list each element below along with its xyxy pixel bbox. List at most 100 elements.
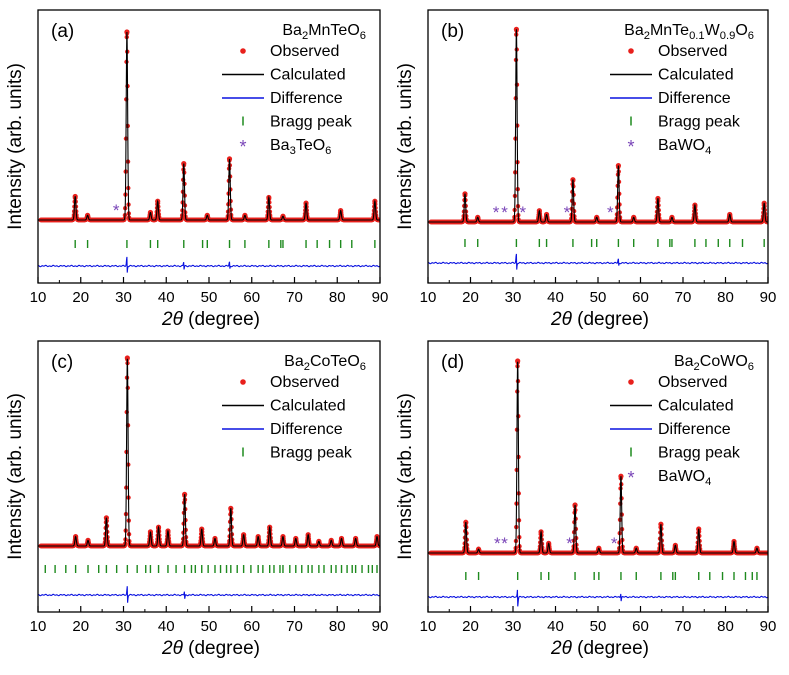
legend-item-difference: Difference [222, 421, 343, 438]
x-tick-label: 60 [243, 618, 260, 635]
legend: Observed Calculated Difference Bragg peak [222, 374, 353, 462]
calculated-series [38, 358, 380, 547]
legend-label: BaWO4 [658, 137, 711, 157]
x-axis: 10 20 30 40 50 60 70 80 90 [30, 606, 389, 635]
plot-area: * * * * * [428, 26, 768, 270]
x-tick-label: 90 [372, 289, 389, 306]
legend-item-observed: Observed [240, 374, 339, 391]
x-tick-label: 60 [632, 289, 649, 306]
x-tick-label: 80 [717, 289, 734, 306]
legend-label: Ba3TeO6 [270, 137, 331, 157]
x-axis-label: 2θ (degree) [161, 309, 260, 330]
plot-area: * [38, 29, 380, 273]
legend-item-bragg: Bragg peak [630, 114, 741, 131]
x-tick-label: 50 [201, 289, 218, 306]
legend-label: Calculated [270, 398, 346, 415]
legend-label: Bragg peak [270, 445, 353, 462]
legend-item-bragg: Bragg peak [242, 445, 353, 462]
x-tick-label: 60 [243, 289, 260, 306]
legend-item-calculated: Calculated [222, 67, 346, 84]
panel-label: (b) [441, 21, 464, 42]
legend: Observed Calculated Difference Bragg peak * B… [222, 43, 353, 157]
bragg-series [74, 240, 376, 248]
x-tick-label: 10 [30, 618, 47, 635]
impurity-marker: * [501, 203, 508, 222]
x-tick-label: 30 [115, 618, 132, 635]
x-tick-label: 30 [505, 289, 522, 306]
y-axis-label: Intensity (arb. units) [5, 393, 26, 560]
y-axis-label: Intensity (arb. units) [395, 63, 416, 230]
x-tick-label: 40 [158, 289, 175, 306]
legend-item-calculated: Calculated [222, 398, 346, 415]
legend-item-bragg: Bragg peak [242, 114, 353, 131]
x-tick-label: 70 [675, 289, 692, 306]
x-tick-label: 20 [462, 289, 479, 306]
x-axis-label: 2θ (degree) [550, 309, 649, 330]
panel-label: (c) [51, 352, 73, 373]
impurity-marker: * [113, 201, 120, 220]
x-axis: 10 20 30 40 50 60 70 80 90 [30, 277, 389, 306]
x-tick-label: 90 [372, 618, 389, 635]
legend-symbol [240, 379, 246, 385]
legend-label: Calculated [270, 67, 346, 84]
x-tick-label: 80 [329, 289, 346, 306]
bragg-series [464, 239, 765, 247]
legend-item-observed: Observed [240, 43, 339, 60]
impurity-marker: * [493, 203, 500, 222]
legend-item-impurity: * BaWO4 [627, 137, 711, 157]
bragg-series [44, 565, 378, 573]
plot-area [38, 355, 380, 603]
legend: Observed Calculated Difference Bragg peak * B… [610, 43, 741, 157]
x-tick-label: 30 [115, 289, 132, 306]
difference-series [38, 586, 380, 603]
x-axis: 10 20 30 40 50 60 70 80 90 [420, 277, 777, 306]
legend-label: Bragg peak [270, 114, 353, 131]
x-tick-label: 50 [201, 618, 218, 635]
legend-label: Difference [658, 90, 731, 107]
x-tick-label: 50 [590, 289, 607, 306]
legend-label: Bragg peak [658, 114, 741, 131]
x-tick-label: 10 [420, 289, 437, 306]
x-tick-label: 20 [72, 289, 89, 306]
x-axis-label: 2θ (degree) [161, 638, 260, 659]
x-tick-label: 40 [158, 618, 175, 635]
legend-item-observed: Observed [628, 43, 727, 60]
legend-item-difference: Difference [610, 90, 731, 107]
impurity-marker: * [519, 203, 526, 222]
panel-label: (a) [51, 21, 74, 42]
legend-symbol [628, 48, 634, 54]
x-tick-label: 70 [286, 289, 303, 306]
x-tick-label: 20 [72, 618, 89, 635]
legend-label: Observed [270, 43, 339, 60]
legend-item-impurity: * Ba3TeO6 [239, 137, 331, 157]
x-tick-label: 10 [30, 289, 47, 306]
plot-area: * * * * [428, 358, 768, 607]
legend-label: Difference [270, 421, 343, 438]
legend-symbol [240, 48, 246, 54]
x-tick-label: 90 [760, 289, 777, 306]
legend-item-difference: Difference [222, 90, 343, 107]
difference-series [38, 256, 380, 273]
impurity-marker: * [607, 203, 614, 222]
panel-c: 10 20 30 40 50 60 70 80 90 2θ (degree) Intensity (… [5, 340, 389, 659]
panel-a: * 10 20 30 40 50 60 70 80 90 2θ (degree) Intensity … [5, 9, 389, 330]
y-axis-label: Intensity (arb. units) [5, 63, 26, 230]
difference-series [428, 253, 768, 270]
impurity-marker: * [564, 203, 571, 222]
compound-title: Ba2MnTeO6 [282, 22, 366, 42]
calculated-series [38, 31, 380, 221]
calculated-series [428, 29, 768, 223]
x-tick-label: 40 [547, 289, 564, 306]
legend-item-calculated: Calculated [610, 67, 734, 84]
x-tick-label: 70 [286, 618, 303, 635]
legend-label: Observed [270, 374, 339, 391]
x-tick-label: 80 [329, 618, 346, 635]
compound-title: Ba2CoTeO6 [284, 353, 366, 373]
compound-title: Ba2MnTe0.1W0.9O6 [624, 22, 754, 42]
legend-symbol: * [239, 137, 246, 157]
observed-peak-point [124, 355, 130, 361]
legend-symbol: * [627, 137, 634, 157]
